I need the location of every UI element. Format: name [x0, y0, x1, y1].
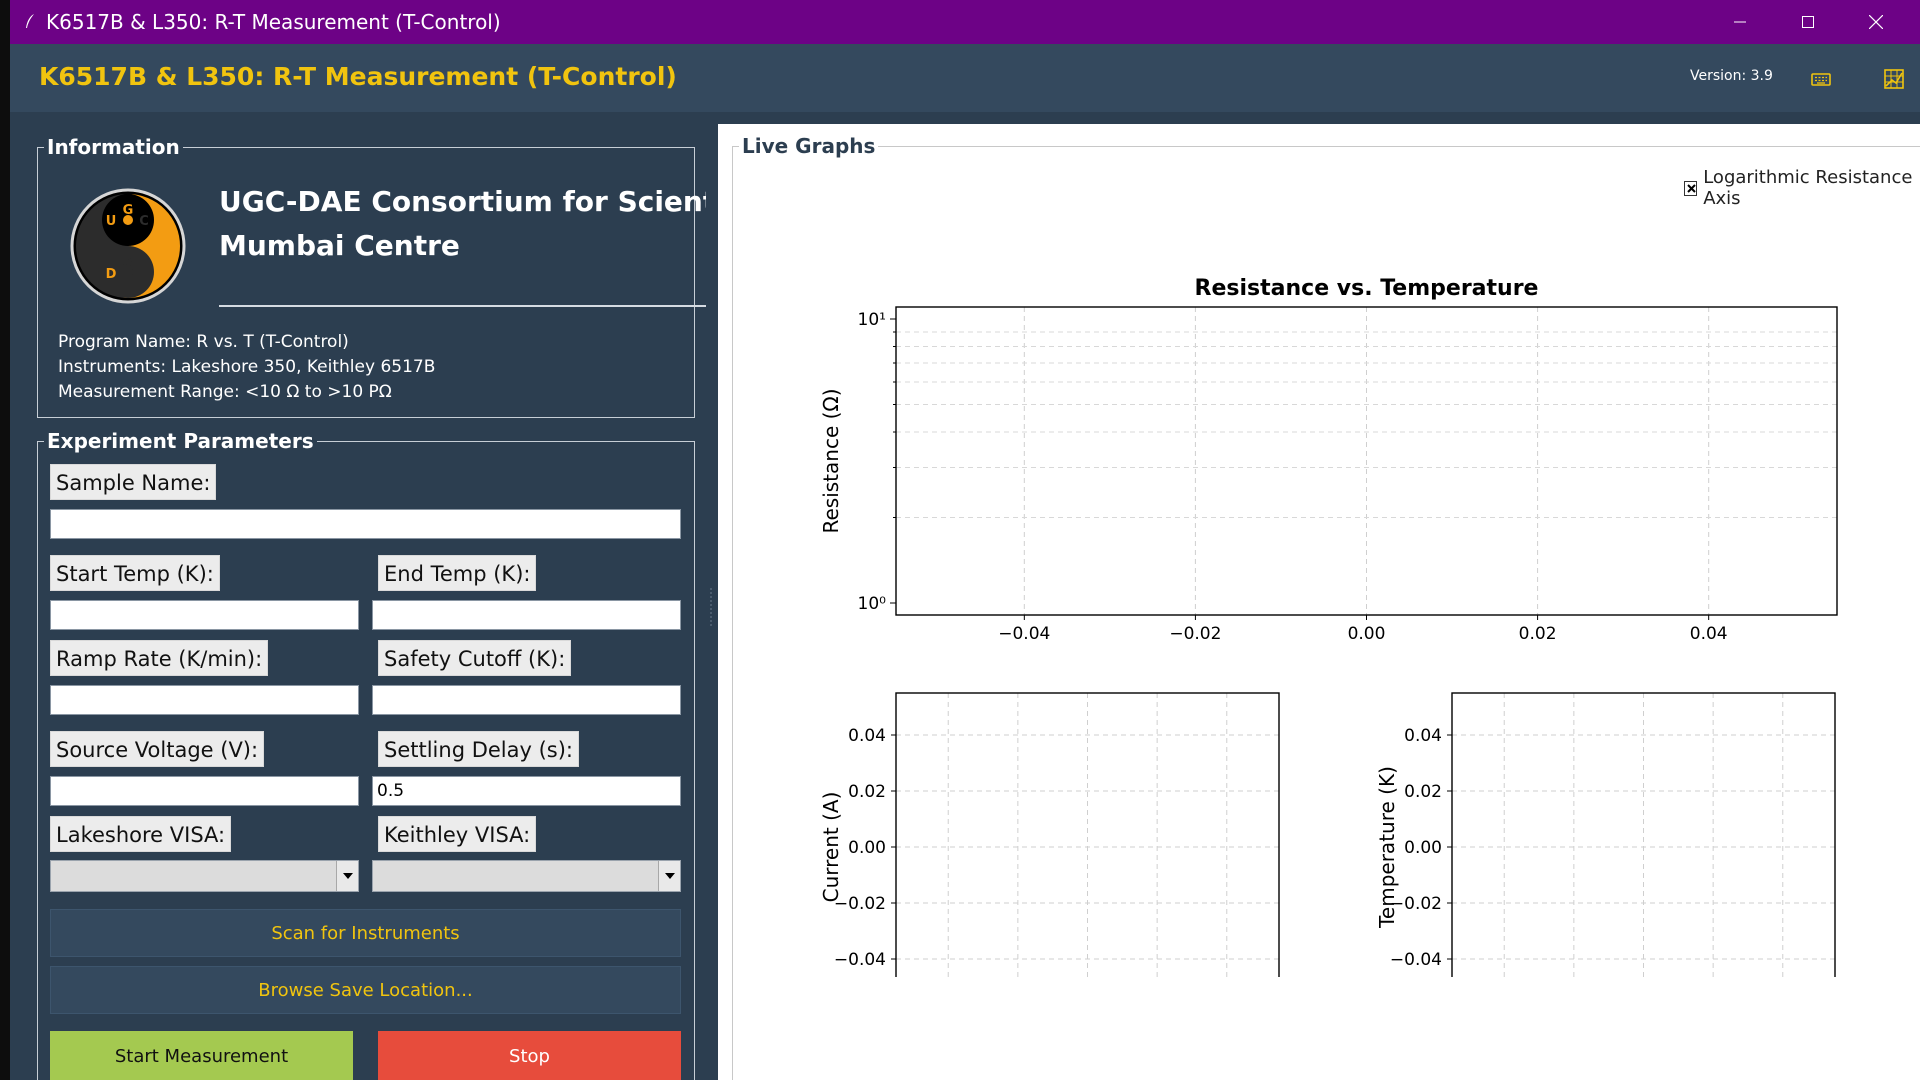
- settling-delay-label: Settling Delay (s):: [378, 731, 579, 767]
- safety-cutoff-input[interactable]: [372, 685, 681, 715]
- ramp-rate-input[interactable]: [50, 685, 359, 715]
- app-heading: K6517B & L350: R-T Measurement (T-Contro…: [39, 62, 677, 91]
- chevron-down-icon[interactable]: [336, 861, 358, 891]
- chart1-x-tick-label: 0.00: [1348, 624, 1386, 644]
- sample-name-input[interactable]: [50, 509, 681, 539]
- panel-splitter[interactable]: [706, 124, 718, 1080]
- chart1-x-tick-label: 0.02: [1519, 624, 1557, 644]
- logo-letter-c: C: [139, 214, 149, 229]
- log-axis-label: Logarithmic Resistance Axis: [1703, 167, 1913, 209]
- window-title: K6517B & L350: R-T Measurement (T-Contro…: [46, 10, 501, 34]
- logo-letter-a: A: [123, 255, 133, 270]
- log-axis-toggle[interactable]: Logarithmic Resistance Axis: [1684, 167, 1920, 209]
- lakeshore-visa-select[interactable]: [50, 860, 359, 892]
- app-header: K6517B & L350: R-T Measurement (T-Contro…: [10, 44, 1920, 112]
- chart1-x-tick-label: −0.02: [1169, 624, 1221, 644]
- check-x-icon: [1687, 183, 1696, 193]
- org-divider: [219, 305, 714, 307]
- chart2-plot-frame: [895, 692, 1280, 977]
- chart3-y-tick-label: 0.04: [1404, 726, 1442, 746]
- program-name: Program Name: R vs. T (T-Control): [58, 332, 349, 352]
- minimize-button[interactable]: [1706, 0, 1774, 44]
- chart3-y-tick-label: −0.02: [1390, 894, 1442, 914]
- chart3-y-tick-label: 0.02: [1404, 782, 1442, 802]
- chart1-y-tick-label: 10¹: [858, 310, 886, 330]
- chart3-y-tick-label: 0.00: [1404, 838, 1442, 858]
- source-voltage-label: Source Voltage (V):: [50, 731, 265, 767]
- feather-icon: [26, 14, 34, 28]
- end-temp-label: End Temp (K):: [378, 555, 537, 591]
- chart3-ylabel: Temperature (K): [1375, 766, 1399, 929]
- log-axis-checkbox[interactable]: [1684, 180, 1698, 196]
- chart2-y-tick-label: 0.04: [848, 726, 886, 746]
- chart1-plot-frame: [895, 306, 1838, 616]
- close-icon: [1869, 15, 1883, 29]
- ramp-rate-label: Ramp Rate (K/min):: [50, 640, 269, 676]
- left-panel: Information G U C A D E UGC-DAE Consorti…: [10, 112, 714, 1080]
- source-voltage-input[interactable]: [50, 776, 359, 806]
- chart2-y-tick-label: −0.04: [834, 950, 886, 970]
- chart-icon[interactable]: [1883, 68, 1905, 90]
- chart1-ylabel: Resistance (Ω): [819, 388, 843, 533]
- safety-cutoff-label: Safety Cutoff (K):: [378, 640, 572, 676]
- information-title: Information: [44, 134, 183, 160]
- browse-save-location-button[interactable]: Browse Save Location...: [50, 966, 681, 1014]
- ugc-dae-logo: G U C A D E: [70, 188, 186, 304]
- org-name-line2: Mumbai Centre: [219, 229, 460, 262]
- charts-canvas: −0.04 −0.02 0.00 0.02 0.04 10¹ 10⁰ Resistance v…: [819, 276, 1838, 977]
- instruments-info: Instruments: Lakeshore 350, Keithley 651…: [58, 357, 436, 377]
- information-group: Information G U C A D E UGC-DAE Consorti…: [37, 134, 714, 418]
- logo-letter-u: U: [106, 214, 117, 229]
- keyboard-icon[interactable]: [1810, 68, 1832, 90]
- chart1-title: Resistance vs. Temperature: [1195, 276, 1539, 301]
- live-graphs-title: Live Graphs: [739, 133, 879, 159]
- logo-letter-e: E: [141, 267, 150, 282]
- experiment-parameters-group: Experiment Parameters Sample Name: Start…: [37, 428, 695, 1080]
- chevron-down-icon[interactable]: [658, 861, 680, 891]
- chart1-x-tick-label: −0.04: [998, 624, 1050, 644]
- chart2-y-tick-label: −0.02: [834, 894, 886, 914]
- scan-instruments-button[interactable]: Scan for Instruments: [50, 909, 681, 957]
- logo-letter-d: D: [106, 267, 117, 282]
- chart2-y-tick-label: 0.02: [848, 782, 886, 802]
- chart1-y-tick-label: 10⁰: [858, 594, 887, 614]
- chart3-y-tick-label: −0.04: [1390, 950, 1442, 970]
- sample-name-label: Sample Name:: [50, 464, 217, 500]
- start-measurement-button[interactable]: Start Measurement: [50, 1031, 353, 1080]
- close-button[interactable]: [1842, 0, 1910, 44]
- start-temp-label: Start Temp (K):: [50, 555, 220, 591]
- maximize-icon: [1802, 16, 1814, 28]
- lakeshore-visa-label: Lakeshore VISA:: [50, 816, 232, 852]
- chart2-y-tick-label: 0.00: [848, 838, 886, 858]
- live-graphs-group: Live Graphs Logarithmic Resistance Axis …: [732, 133, 1920, 1080]
- keithley-visa-select[interactable]: [372, 860, 681, 892]
- keithley-visa-label: Keithley VISA:: [378, 816, 537, 852]
- end-temp-input[interactable]: [372, 600, 681, 630]
- splitter-grip-icon[interactable]: [706, 588, 718, 628]
- measurement-range: Measurement Range: <10 Ω to >10 PΩ: [58, 382, 392, 402]
- chart3-plot-frame: [1451, 692, 1836, 977]
- app-window: K6517B & L350: R-T Measurement (T-Contro…: [10, 0, 1920, 1080]
- chart1-x-tick-label: 0.04: [1690, 624, 1728, 644]
- org-name-line1: UGC-DAE Consortium for Scientifi: [219, 185, 714, 218]
- maximize-button[interactable]: [1774, 0, 1842, 44]
- title-bar: K6517B & L350: R-T Measurement (T-Contro…: [10, 0, 1920, 44]
- minimize-icon: [1734, 21, 1746, 23]
- live-graphs-panel: Live Graphs Logarithmic Resistance Axis …: [718, 124, 1920, 1080]
- start-temp-input[interactable]: [50, 600, 359, 630]
- settling-delay-input[interactable]: [372, 776, 681, 806]
- experiment-parameters-title: Experiment Parameters: [44, 428, 317, 454]
- version-label: Version: 3.9: [1690, 68, 1773, 84]
- logo-letter-g: G: [123, 203, 134, 218]
- chart2-ylabel: Current (A): [819, 792, 843, 903]
- stop-button[interactable]: Stop: [378, 1031, 681, 1080]
